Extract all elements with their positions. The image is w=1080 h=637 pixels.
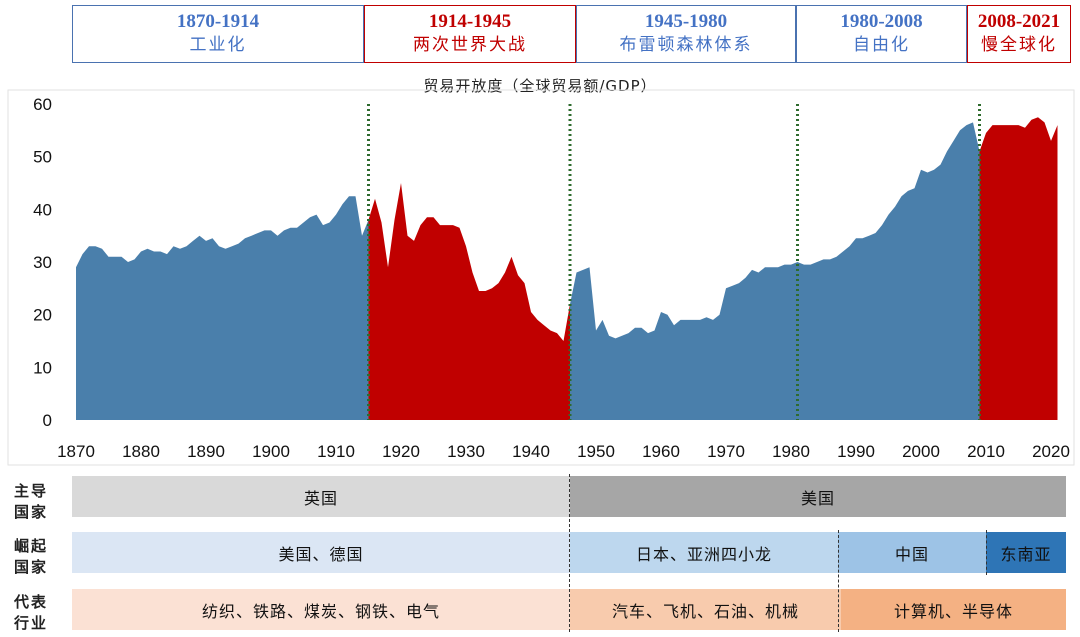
table-divider-1946 <box>569 474 570 632</box>
area-1945-1980 <box>570 262 798 420</box>
table-divider-2009 <box>986 530 987 575</box>
leading-uk-bar: 英国 <box>72 476 570 517</box>
era-years: 2008-2021 <box>977 11 1061 32</box>
era-box-slowbalization: 2008-2021 慢全球化 <box>967 5 1071 63</box>
table-divider-1987 <box>838 530 839 632</box>
x-tick-label: 1890 <box>187 442 225 461</box>
x-tick-label: 2000 <box>902 442 940 461</box>
trade-openness-chart: 0 10 20 30 40 50 60 1870 1880 1890 1900 1910 1920 19… <box>7 89 1075 466</box>
y-tick-label: 10 <box>33 358 52 377</box>
era-name: 慢全球化 <box>981 35 1057 55</box>
row-label-rising-country: 崛起国家 <box>13 537 48 576</box>
rising-china-bar: 中国 <box>838 532 986 573</box>
era-name: 两次世界大战 <box>413 35 527 55</box>
era-box-world-wars: 1914-1945 两次世界大战 <box>364 5 576 63</box>
area-1870-1914 <box>76 196 369 420</box>
era-name: 工业化 <box>189 35 247 55</box>
x-tick-label: 1910 <box>317 442 355 461</box>
era-name: 布雷顿森林体系 <box>619 35 753 55</box>
x-axis: 1870 1880 1890 1900 1910 1920 1930 1940 1950 1960… <box>57 442 1070 461</box>
era-years: 1945-1980 <box>644 11 728 32</box>
x-tick-label: 1940 <box>512 442 550 461</box>
industry-textile-bar: 纺织、铁路、煤炭、钢铁、电气 <box>72 589 570 630</box>
x-tick-label: 1920 <box>382 442 420 461</box>
era-years: 1914-1945 <box>428 11 512 32</box>
y-tick-label: 40 <box>33 200 52 219</box>
y-tick-label: 30 <box>33 253 52 272</box>
y-tick-label: 20 <box>33 306 52 325</box>
era-years: 1980-2008 <box>840 11 923 32</box>
era-box-liberalization: 1980-2008 自由化 <box>796 5 967 63</box>
industry-auto-bar: 汽车、飞机、石油、机械 <box>570 589 841 630</box>
y-tick-label: 0 <box>43 411 52 430</box>
rising-japan-tigers-bar: 日本、亚洲四小龙 <box>570 532 838 573</box>
y-axis: 0 10 20 30 40 50 60 <box>33 95 52 430</box>
rising-us-germany-bar: 美国、德国 <box>72 532 570 573</box>
x-tick-label: 1960 <box>642 442 680 461</box>
chart-frame <box>7 89 1075 466</box>
x-tick-label: 1880 <box>122 442 160 461</box>
x-tick-label: 1900 <box>252 442 290 461</box>
rising-southeast-asia-bar: 东南亚 <box>986 532 1066 573</box>
row-label-leading-country: 主导国家 <box>13 482 48 521</box>
x-tick-label: 2010 <box>967 442 1005 461</box>
x-tick-label: 1870 <box>57 442 95 461</box>
y-tick-label: 60 <box>33 95 52 114</box>
x-tick-label: 1950 <box>577 442 615 461</box>
industry-computer-bar: 计算机、半导体 <box>841 589 1066 630</box>
era-box-industrialization: 1870-1914 工业化 <box>72 5 364 63</box>
area-1980-2008 <box>797 122 980 421</box>
leading-us-bar: 美国 <box>570 476 1066 517</box>
area-2008-2021 <box>979 117 1058 420</box>
x-tick-label: 1990 <box>837 442 875 461</box>
x-tick-label: 1970 <box>707 442 745 461</box>
x-tick-label: 1980 <box>772 442 810 461</box>
area-series-group <box>76 117 1058 421</box>
x-tick-label: 2020 <box>1032 442 1070 461</box>
era-name: 自由化 <box>853 35 910 55</box>
era-years: 1870-1914 <box>176 11 260 32</box>
area-1914-1945 <box>368 183 570 420</box>
row-label-industry: 代表行业 <box>13 593 48 632</box>
era-box-bretton-woods: 1945-1980 布雷顿森林体系 <box>576 5 796 63</box>
x-tick-label: 1930 <box>447 442 485 461</box>
y-tick-label: 50 <box>33 148 52 167</box>
